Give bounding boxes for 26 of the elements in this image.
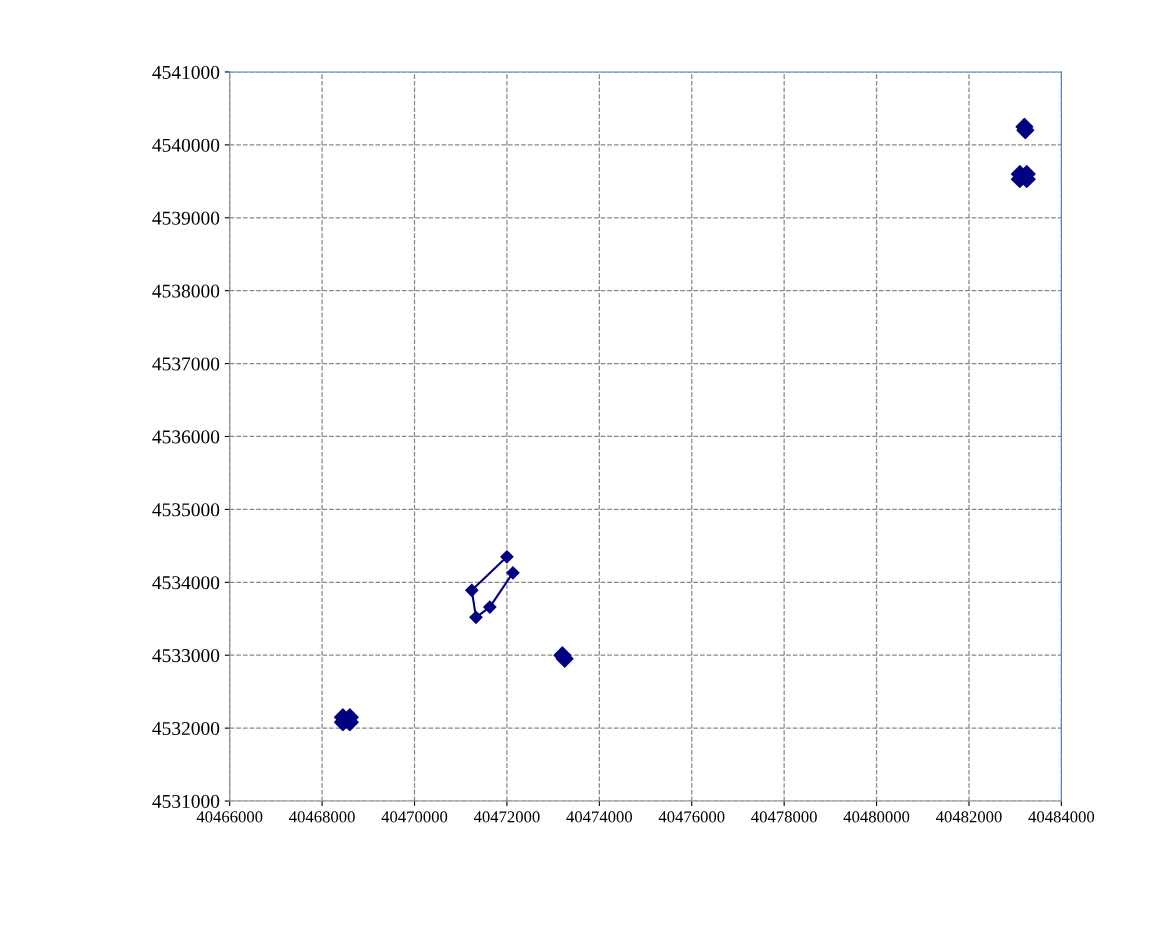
x-tick-label: 40482000	[935, 811, 1002, 823]
x-tick-label: 40468000	[289, 811, 355, 823]
y-tick-label: 4531000	[152, 794, 220, 808]
point	[465, 583, 479, 597]
y-tick-label: 4535000	[152, 503, 220, 517]
y-tick-label: 4540000	[152, 138, 220, 152]
y-tick-label: 4532000	[152, 721, 220, 736]
x-tick-label: 40484000	[1028, 811, 1095, 823]
x-tick-label: 40480000	[843, 811, 910, 823]
y-tick-label: 4533000	[152, 649, 220, 663]
y-tick-label: 4537000	[152, 357, 220, 371]
x-tick-label: 40472000	[473, 811, 540, 823]
point	[506, 566, 520, 580]
x-tick-label: 40474000	[566, 811, 633, 823]
y-tick-label: 4541000	[152, 65, 220, 79]
x-tick-label: 40466000	[196, 811, 263, 823]
point	[500, 550, 514, 564]
x-tick-label: 40470000	[381, 811, 448, 823]
y-tick-label: 4539000	[152, 211, 220, 225]
y-tick-label: 4534000	[152, 576, 220, 590]
point	[483, 600, 497, 614]
x-tick-label: 40476000	[658, 811, 725, 823]
point	[469, 610, 483, 624]
y-tick-label: 4538000	[152, 284, 220, 298]
y-tick-label: 4536000	[152, 430, 220, 444]
x-tick-label: 40478000	[751, 811, 817, 823]
